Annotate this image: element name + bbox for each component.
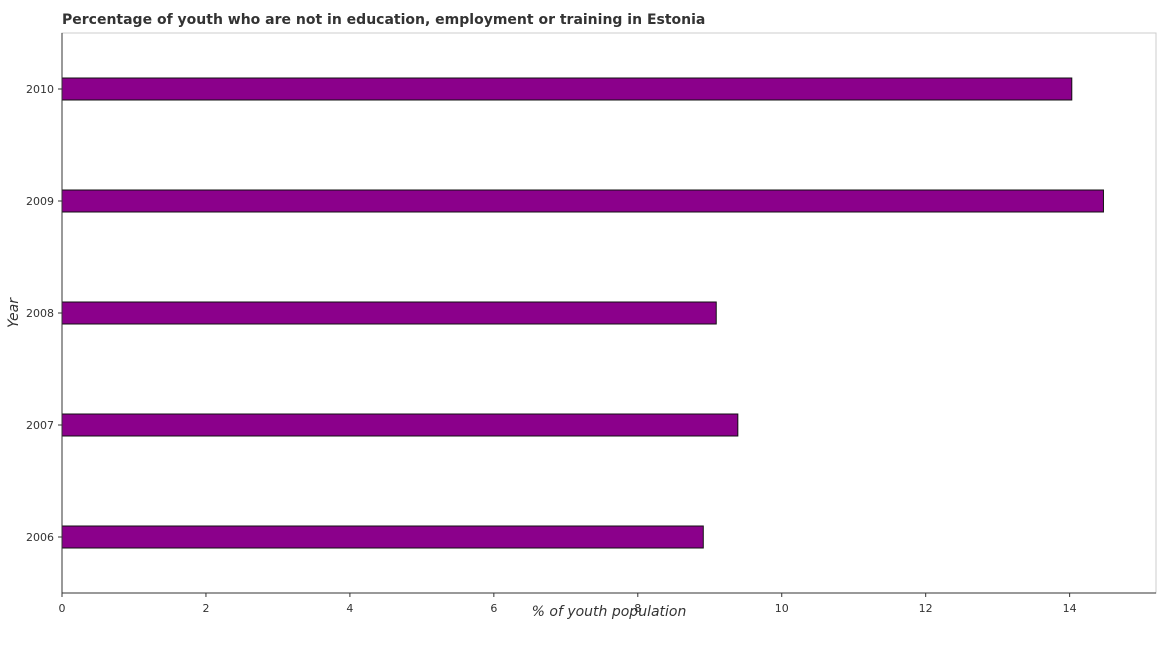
x-tick-label: 10 bbox=[775, 602, 789, 615]
chart-title: Percentage of youth who are not in educa… bbox=[62, 12, 705, 28]
x-tick-label: 2 bbox=[202, 602, 209, 615]
y-tick-label: 2008 bbox=[26, 307, 54, 320]
x-tick-label: 6 bbox=[490, 602, 497, 615]
bar-2006 bbox=[61, 525, 704, 549]
y-tick-label: 2010 bbox=[26, 83, 54, 96]
x-tick-label: 14 bbox=[1063, 602, 1077, 615]
y-axis: 2006 2007 2008 2009 2010 bbox=[26, 33, 63, 593]
y-tick-label: 2006 bbox=[26, 531, 54, 544]
x-axis: 0 2 4 6 8 10 12 14 bbox=[59, 592, 1156, 615]
y-axis-label: Year bbox=[6, 297, 22, 328]
x-tick-label: 8 bbox=[634, 602, 641, 615]
x-tick-label: 12 bbox=[919, 602, 933, 615]
bar-2008 bbox=[61, 301, 717, 325]
bar-2007 bbox=[61, 413, 739, 437]
y-tick-label: 2009 bbox=[26, 195, 54, 208]
y-tick-label: 2007 bbox=[26, 419, 54, 432]
x-tick-label: 4 bbox=[346, 602, 353, 615]
x-tick-label: 0 bbox=[59, 602, 66, 615]
bar-2009 bbox=[61, 189, 1104, 213]
bar-2010 bbox=[61, 77, 1073, 101]
bars-group bbox=[61, 77, 1104, 549]
x-axis-label: % of youth population bbox=[532, 604, 687, 620]
